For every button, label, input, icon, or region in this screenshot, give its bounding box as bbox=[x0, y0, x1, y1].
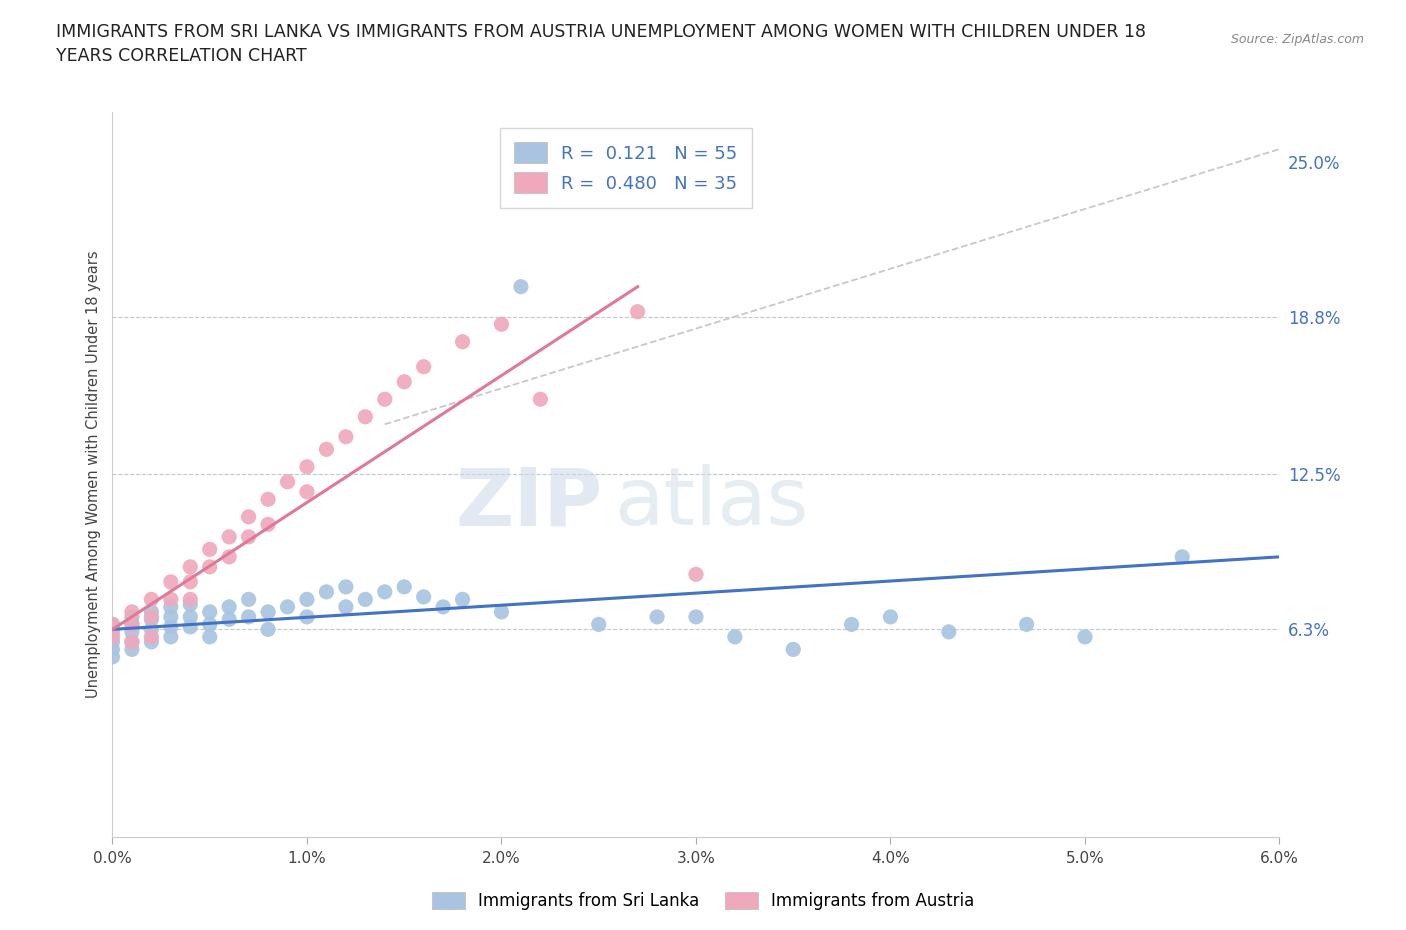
Point bbox=[685, 609, 707, 624]
Point bbox=[198, 604, 221, 619]
Point bbox=[121, 604, 143, 619]
Point bbox=[101, 630, 124, 644]
Point bbox=[432, 600, 454, 615]
Point bbox=[160, 600, 183, 615]
Point bbox=[141, 612, 163, 627]
Point bbox=[238, 510, 260, 525]
Point bbox=[354, 591, 377, 606]
Point bbox=[179, 609, 201, 624]
Point bbox=[354, 409, 377, 424]
Point bbox=[257, 517, 280, 532]
Text: ZIP: ZIP bbox=[456, 464, 603, 542]
Text: atlas: atlas bbox=[614, 464, 808, 542]
Point bbox=[276, 600, 298, 615]
Point bbox=[841, 617, 863, 631]
Point bbox=[295, 459, 318, 474]
Point bbox=[141, 591, 163, 606]
Point bbox=[529, 392, 551, 406]
Point bbox=[141, 609, 163, 624]
Point bbox=[782, 642, 804, 657]
Y-axis label: Unemployment Among Women with Children Under 18 years: Unemployment Among Women with Children U… bbox=[86, 250, 101, 698]
Point bbox=[121, 617, 143, 631]
Point bbox=[218, 529, 240, 544]
Text: IMMIGRANTS FROM SRI LANKA VS IMMIGRANTS FROM AUSTRIA UNEMPLOYMENT AMONG WOMEN WI: IMMIGRANTS FROM SRI LANKA VS IMMIGRANTS … bbox=[56, 23, 1146, 65]
Point bbox=[645, 609, 668, 624]
Point bbox=[295, 609, 318, 624]
Point bbox=[238, 591, 260, 606]
Point bbox=[121, 634, 143, 649]
Point bbox=[276, 474, 298, 489]
Point bbox=[121, 642, 143, 657]
Point bbox=[627, 304, 650, 319]
Point bbox=[179, 619, 201, 634]
Point bbox=[724, 630, 747, 644]
Point bbox=[160, 591, 183, 606]
Point bbox=[179, 560, 201, 575]
Point bbox=[179, 597, 201, 612]
Point bbox=[394, 579, 416, 594]
Point bbox=[198, 630, 221, 644]
Point bbox=[412, 590, 434, 604]
Point bbox=[451, 591, 474, 606]
Point bbox=[121, 617, 143, 631]
Point bbox=[160, 609, 183, 624]
Point bbox=[257, 492, 280, 507]
Point bbox=[141, 604, 163, 619]
Point bbox=[101, 624, 124, 639]
Point bbox=[335, 579, 357, 594]
Point bbox=[374, 392, 396, 406]
Point bbox=[121, 609, 143, 624]
Point bbox=[101, 617, 124, 631]
Point bbox=[295, 591, 318, 606]
Point bbox=[198, 542, 221, 557]
Legend: R =  0.121   N = 55, R =  0.480   N = 35: R = 0.121 N = 55, R = 0.480 N = 35 bbox=[501, 128, 752, 207]
Point bbox=[491, 317, 513, 332]
Point bbox=[315, 584, 337, 599]
Point bbox=[141, 630, 163, 644]
Point bbox=[160, 575, 183, 590]
Point bbox=[179, 575, 201, 590]
Point bbox=[101, 617, 124, 631]
Text: Source: ZipAtlas.com: Source: ZipAtlas.com bbox=[1230, 33, 1364, 46]
Point bbox=[218, 550, 240, 565]
Point bbox=[218, 612, 240, 627]
Point bbox=[121, 634, 143, 649]
Point bbox=[938, 624, 960, 639]
Point bbox=[879, 609, 901, 624]
Point bbox=[295, 485, 318, 499]
Point bbox=[101, 649, 124, 664]
Legend: Immigrants from Sri Lanka, Immigrants from Austria: Immigrants from Sri Lanka, Immigrants fr… bbox=[425, 885, 981, 917]
Point bbox=[121, 624, 143, 639]
Point bbox=[141, 622, 163, 637]
Point bbox=[218, 600, 240, 615]
Point bbox=[238, 609, 260, 624]
Point bbox=[315, 442, 337, 457]
Point bbox=[412, 359, 434, 374]
Point bbox=[160, 619, 183, 634]
Point bbox=[198, 560, 221, 575]
Point bbox=[374, 584, 396, 599]
Point bbox=[238, 529, 260, 544]
Point bbox=[335, 600, 357, 615]
Point bbox=[160, 630, 183, 644]
Point bbox=[1074, 630, 1097, 644]
Point bbox=[198, 617, 221, 631]
Point bbox=[141, 634, 163, 649]
Point bbox=[257, 604, 280, 619]
Point bbox=[509, 279, 531, 294]
Point bbox=[257, 622, 280, 637]
Point bbox=[335, 430, 357, 445]
Point bbox=[685, 567, 707, 582]
Point bbox=[179, 591, 201, 606]
Point bbox=[101, 642, 124, 657]
Point bbox=[1171, 550, 1194, 565]
Point bbox=[451, 334, 474, 349]
Point bbox=[1015, 617, 1038, 631]
Point bbox=[394, 374, 416, 389]
Point bbox=[588, 617, 610, 631]
Point bbox=[491, 604, 513, 619]
Point bbox=[101, 634, 124, 649]
